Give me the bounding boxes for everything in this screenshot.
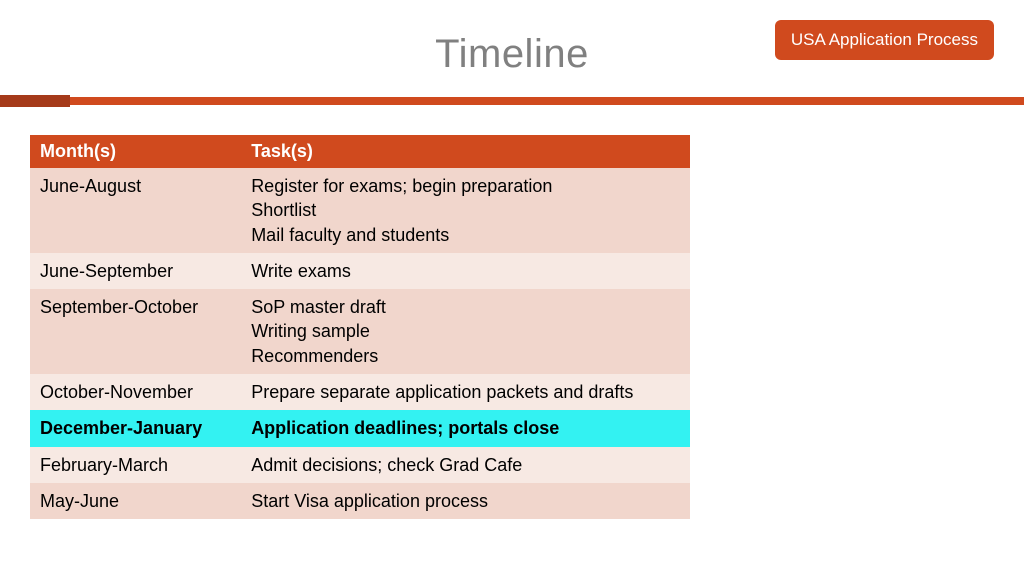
table-row: February-MarchAdmit decisions; check Gra…	[30, 447, 690, 483]
table-header-month: Month(s)	[30, 135, 241, 168]
cell-task: SoP master draft Writing sample Recommen…	[241, 289, 690, 374]
timeline-table-wrap: Month(s) Task(s) June-AugustRegister for…	[30, 135, 690, 519]
table-row: September-OctoberSoP master draft Writin…	[30, 289, 690, 374]
table-row: December-JanuaryApplication deadlines; p…	[30, 410, 690, 446]
timeline-table: Month(s) Task(s) June-AugustRegister for…	[30, 135, 690, 519]
cell-month: May-June	[30, 483, 241, 519]
cell-task: Register for exams; begin preparation Sh…	[241, 168, 690, 253]
table-header-row: Month(s) Task(s)	[30, 135, 690, 168]
cell-task: Start Visa application process	[241, 483, 690, 519]
cell-task: Application deadlines; portals close	[241, 410, 690, 446]
divider-bar-left	[0, 95, 70, 107]
table-row: June-SeptemberWrite exams	[30, 253, 690, 289]
cell-month: February-March	[30, 447, 241, 483]
context-badge-text: USA Application Process	[791, 30, 978, 49]
cell-month: June-September	[30, 253, 241, 289]
cell-task: Prepare separate application packets and…	[241, 374, 690, 410]
divider-bar-right	[70, 97, 1024, 105]
divider-bar	[0, 95, 1024, 107]
cell-month: December-January	[30, 410, 241, 446]
cell-month: June-August	[30, 168, 241, 253]
cell-task: Admit decisions; check Grad Cafe	[241, 447, 690, 483]
cell-month: September-October	[30, 289, 241, 374]
cell-task: Write exams	[241, 253, 690, 289]
table-header-task: Task(s)	[241, 135, 690, 168]
context-badge: USA Application Process	[775, 20, 994, 60]
table-row: May-JuneStart Visa application process	[30, 483, 690, 519]
table-row: June-AugustRegister for exams; begin pre…	[30, 168, 690, 253]
table-row: October-NovemberPrepare separate applica…	[30, 374, 690, 410]
cell-month: October-November	[30, 374, 241, 410]
